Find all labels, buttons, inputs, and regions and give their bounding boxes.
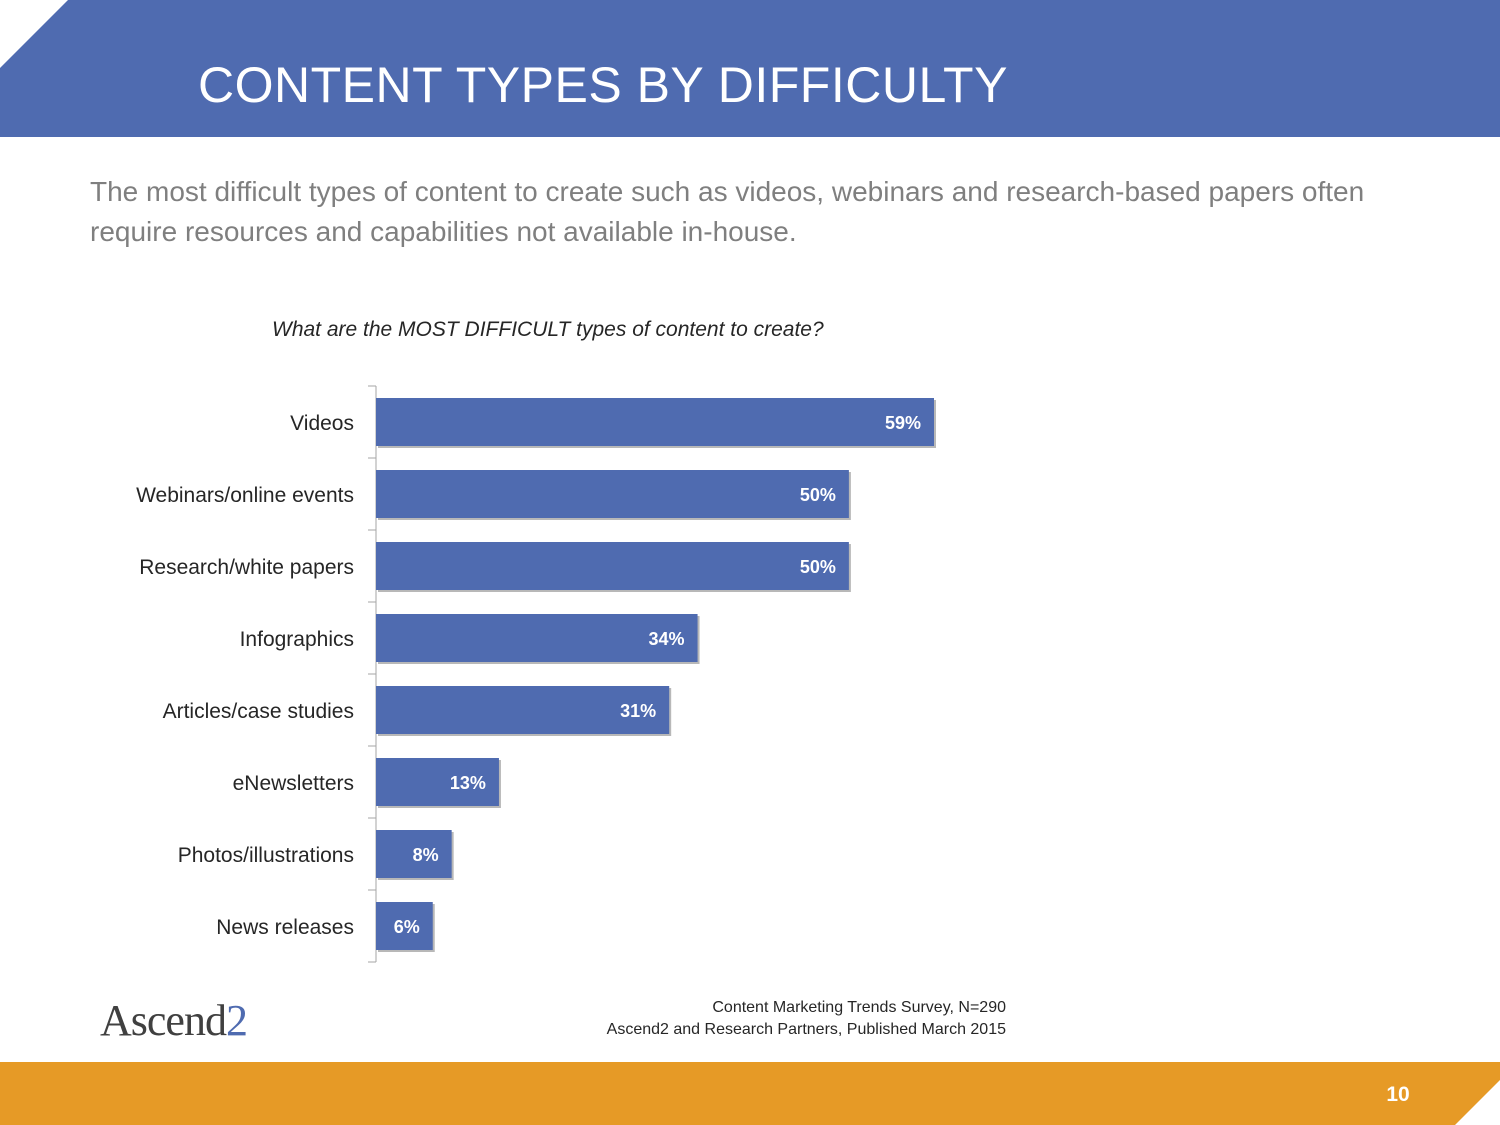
ascend2-logo: Ascend2 xyxy=(100,995,248,1046)
bar xyxy=(376,902,433,950)
category-label: Photos/illustrations xyxy=(178,844,354,867)
data-label: 13% xyxy=(450,773,486,793)
source-line-2: Ascend2 and Research Partners, Published… xyxy=(606,1021,1006,1038)
chart-title: What are the MOST DIFFICULT types of con… xyxy=(272,318,824,341)
source-line-1: Content Marketing Trends Survey, N=290 xyxy=(712,999,1006,1016)
bar xyxy=(376,470,849,518)
data-label: 50% xyxy=(800,557,836,577)
category-label: Infographics xyxy=(240,628,354,651)
bar xyxy=(376,542,849,590)
data-label: 6% xyxy=(394,917,420,937)
data-label: 50% xyxy=(800,485,836,505)
bar xyxy=(376,830,452,878)
data-label: 8% xyxy=(413,845,439,865)
logo-text: Ascend xyxy=(100,996,227,1045)
bar xyxy=(376,398,934,446)
category-label: Articles/case studies xyxy=(163,700,354,723)
bar xyxy=(376,614,698,662)
category-label: eNewsletters xyxy=(233,772,354,795)
slide-title: CONTENT TYPES BY DIFFICULTY xyxy=(198,57,1008,113)
footer-band xyxy=(0,1062,1500,1125)
source-note: Content Marketing Trends Survey, N=290 A… xyxy=(506,997,1006,1041)
slide-subtitle: The most difficult types of content to c… xyxy=(90,176,1365,247)
data-label: 34% xyxy=(649,629,685,649)
page-number: 10 xyxy=(1386,1083,1410,1106)
category-label: Webinars/online events xyxy=(136,484,354,507)
bar xyxy=(376,758,499,806)
header-band xyxy=(0,0,1500,137)
logo-accent: 2 xyxy=(225,996,248,1045)
category-label: News releases xyxy=(216,916,354,939)
data-label: 59% xyxy=(885,413,921,433)
bar xyxy=(376,686,670,734)
category-label: Videos xyxy=(290,412,354,435)
category-label: Research/white papers xyxy=(139,556,354,579)
data-label: 31% xyxy=(620,701,656,721)
